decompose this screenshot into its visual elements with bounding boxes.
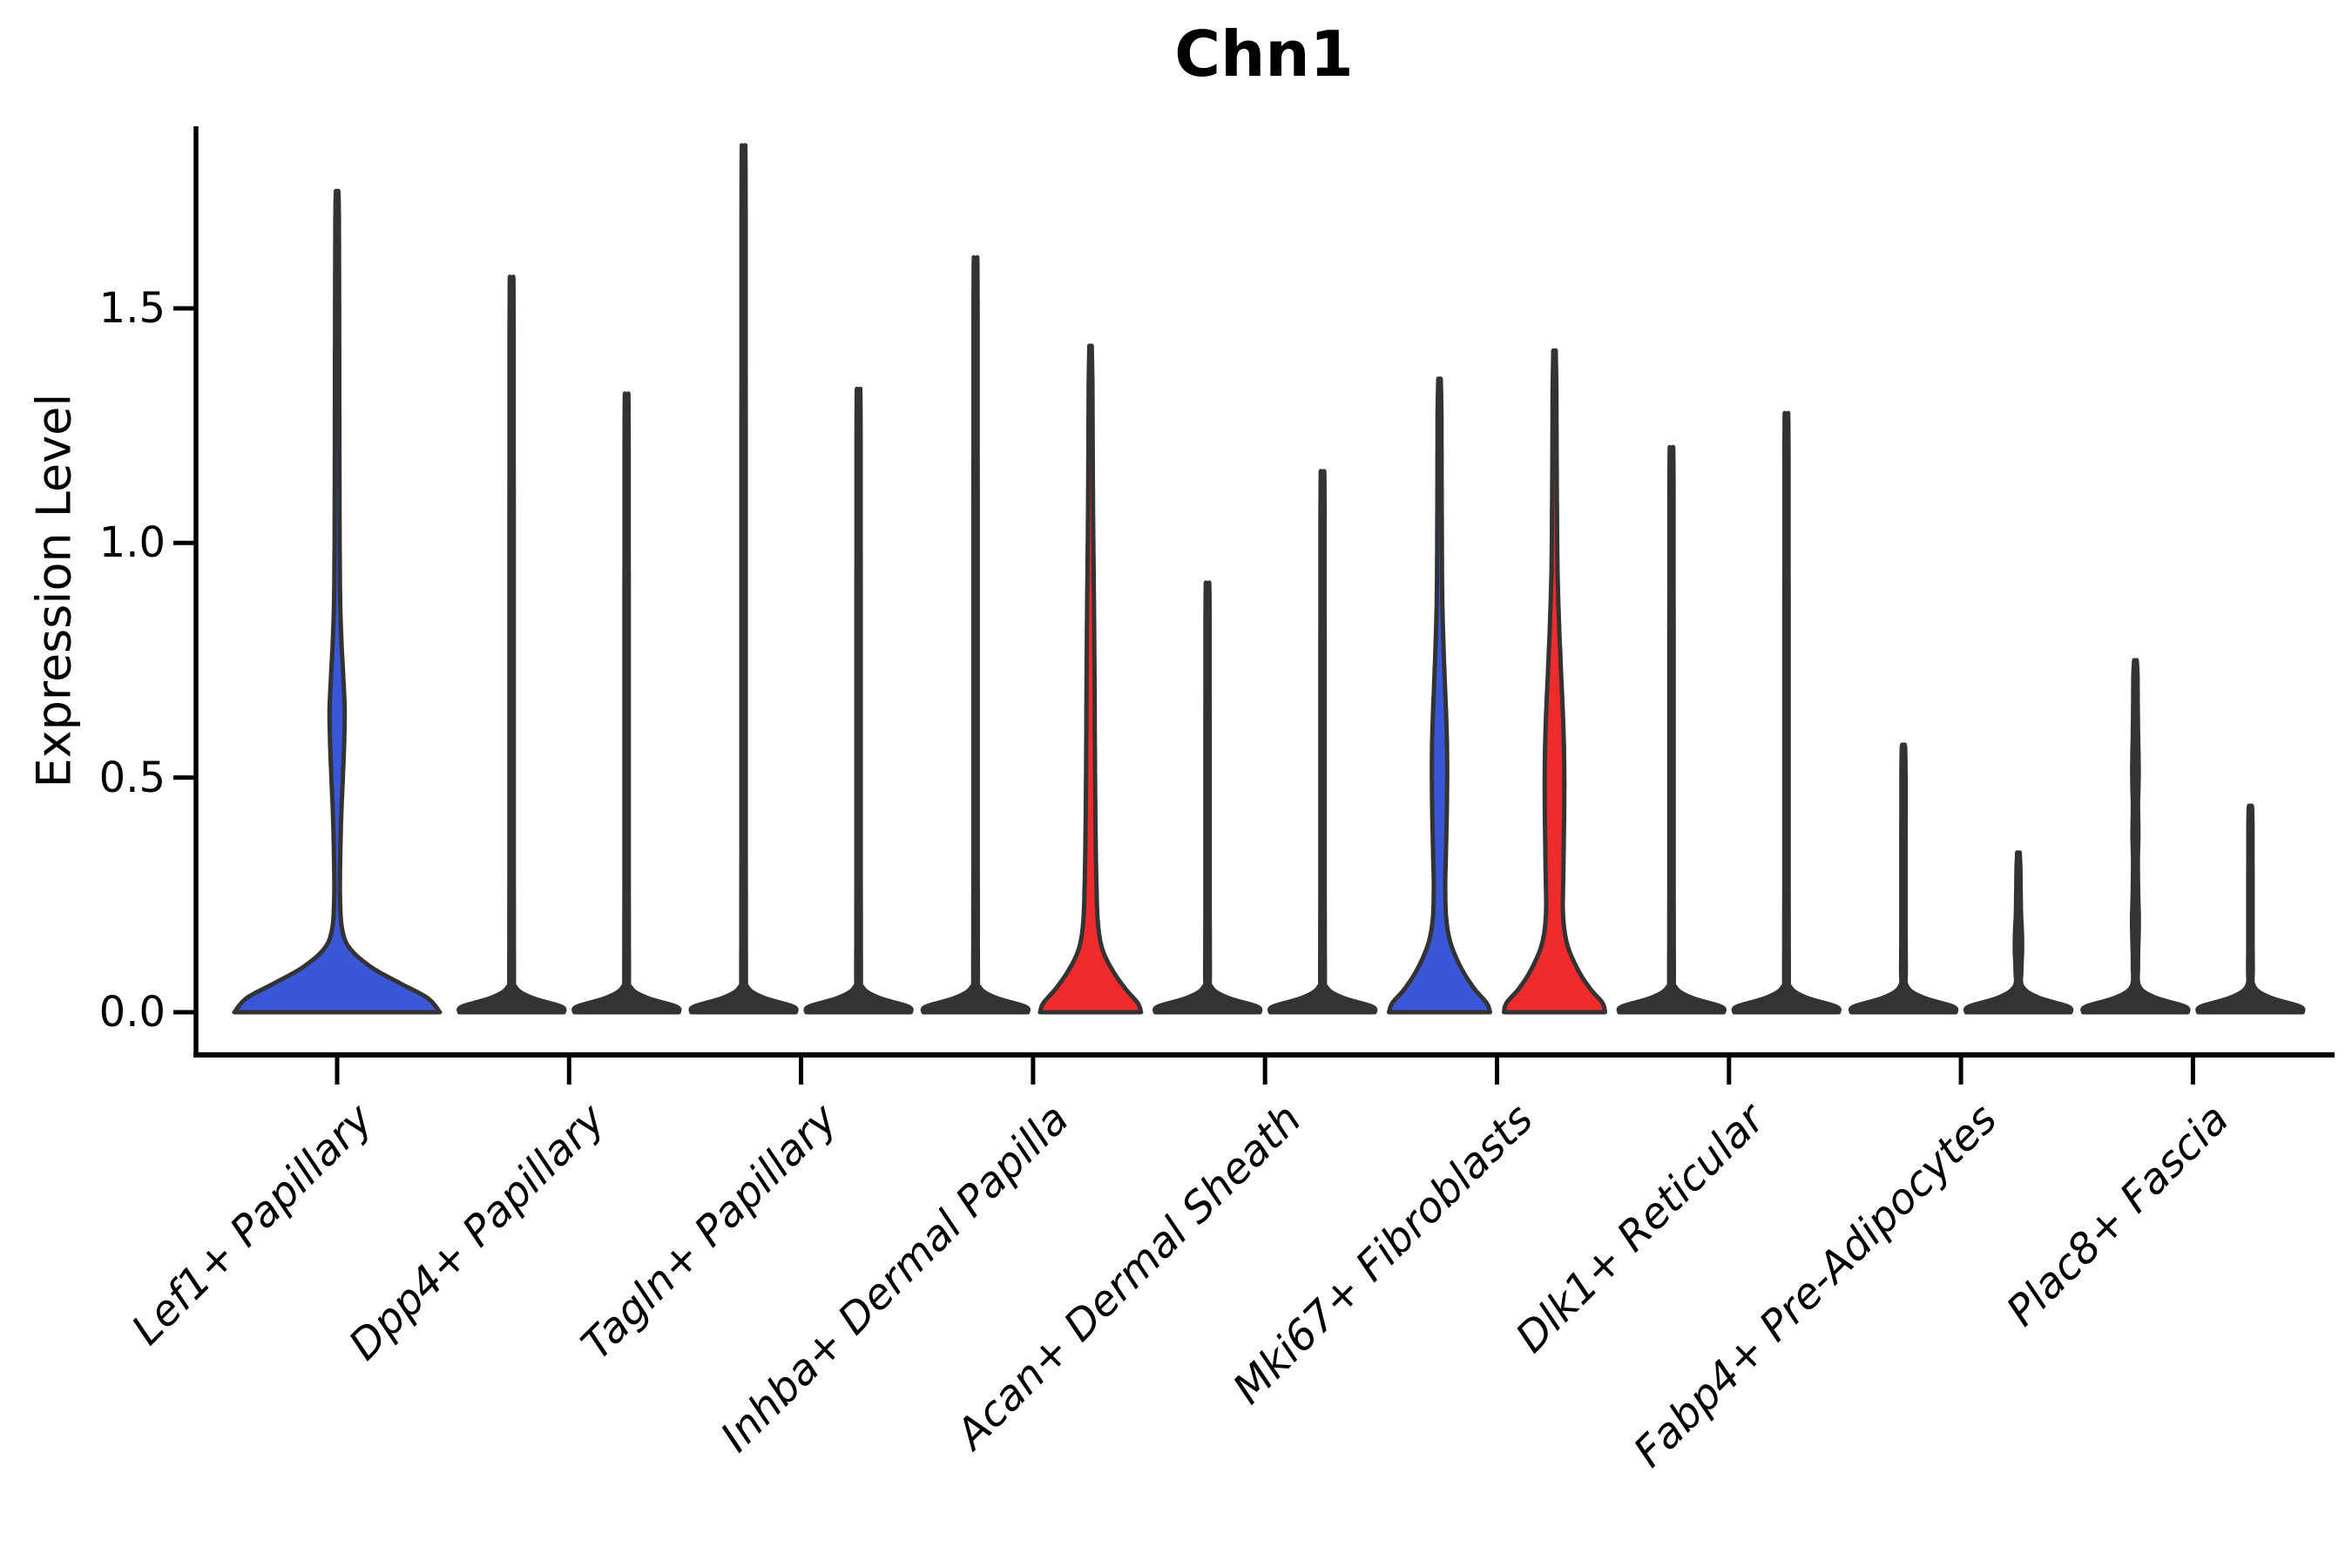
violin-1-right <box>571 391 682 1015</box>
violin-8-left <box>2080 658 2191 1015</box>
violin-8-right <box>2195 803 2306 1015</box>
violin-7-left <box>1848 742 1959 1015</box>
violin-7-right <box>1963 850 2074 1015</box>
violin-2-right <box>803 386 914 1015</box>
violin-1-left <box>456 274 567 1015</box>
y-tick-label-0.5: 0.5 <box>98 753 166 802</box>
plot-title: Chn1 <box>1174 17 1354 91</box>
violin-5-right <box>1502 348 1607 1015</box>
y-tick-label-0.0: 0.0 <box>98 988 166 1037</box>
violin-2-left <box>688 143 799 1015</box>
y-axis-label: Expression Level <box>26 393 82 788</box>
y-tick-label-1.0: 1.0 <box>98 518 166 568</box>
y-tick-label-1.5: 1.5 <box>98 283 166 333</box>
violin-4-left <box>1152 580 1263 1015</box>
violin-6-right <box>1731 410 1842 1015</box>
violin-0-center <box>232 188 443 1015</box>
violin-5-left <box>1387 376 1492 1015</box>
violin-6-left <box>1616 444 1727 1015</box>
violin-4-right <box>1267 469 1378 1015</box>
violin-3-left <box>920 254 1031 1015</box>
violin-3-right <box>1037 343 1144 1015</box>
